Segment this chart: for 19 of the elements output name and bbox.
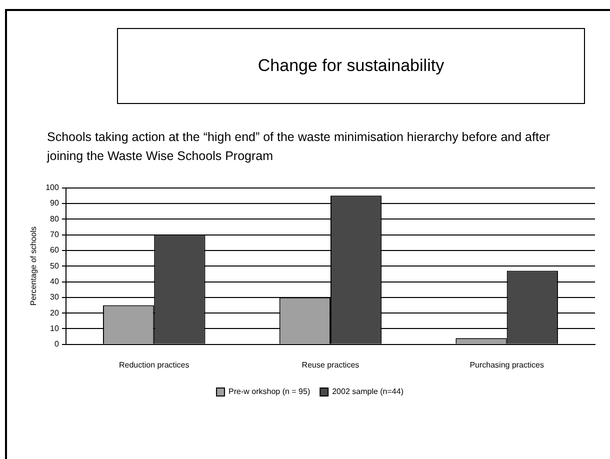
- y-tick-label: 90: [50, 198, 60, 208]
- legend-label: 2002 sample (n=44): [332, 387, 404, 396]
- y-tick-label: 20: [50, 308, 60, 318]
- y-tick-label: 60: [50, 246, 60, 255]
- y-tick-label: 70: [50, 230, 60, 239]
- y-tick-label: 0: [54, 340, 60, 349]
- y-tick-label: 10: [50, 324, 60, 333]
- chart-title: Change for sustainability: [117, 28, 585, 104]
- y-tick-label: 80: [50, 214, 60, 224]
- y-tick-label: 100: [46, 183, 60, 192]
- chart-subtitle: Schools taking action at the “high end” of the waste minimisation hierarchy before and after joining the Waste Wise Schools Program: [47, 129, 552, 165]
- y-axis-title: Percentage of schools: [29, 226, 38, 306]
- legend-label: Pre-w orkshop (n = 95): [228, 387, 310, 396]
- x-tick-label: Reduction practices: [118, 360, 190, 370]
- x-tick-label: Purchasing practices: [470, 360, 544, 370]
- y-tick-label: 30: [50, 292, 60, 302]
- x-tick-label: Reuse practices: [302, 360, 360, 370]
- y-tick-label: 50: [50, 261, 60, 270]
- y-tick-label: 40: [50, 276, 60, 286]
